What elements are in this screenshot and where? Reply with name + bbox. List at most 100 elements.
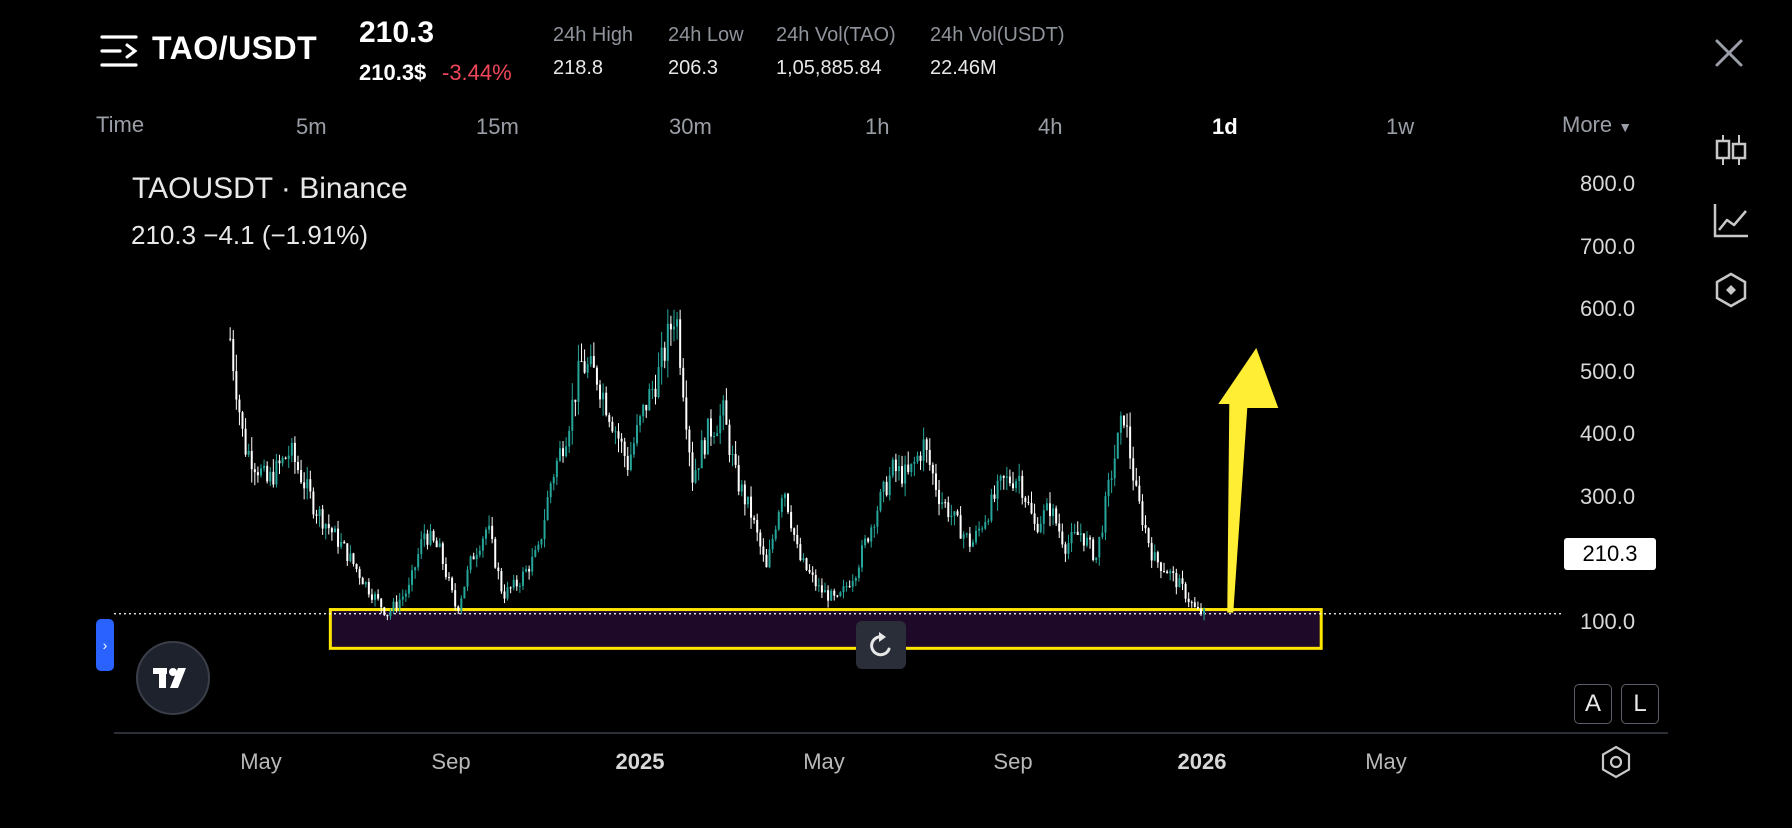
timeframe-5m[interactable]: 5m [296, 114, 327, 139]
candle-body [398, 599, 401, 609]
candle-body [324, 524, 327, 529]
more-button[interactable]: More ▼ [1562, 112, 1632, 138]
candle-body [1061, 531, 1064, 545]
candle-body [910, 463, 913, 473]
candle-body [364, 582, 367, 585]
candle-body [238, 399, 241, 413]
candle-body [682, 367, 685, 398]
stat-24h-vol-usdt-label: 24h Vol(USDT) [930, 24, 1065, 46]
timeframe-30m[interactable]: 30m [669, 114, 712, 139]
candle-body [260, 468, 262, 476]
candle-body [330, 528, 333, 533]
menu-icon[interactable] [100, 32, 140, 70]
candle-body [1200, 608, 1202, 615]
candlestick-icon[interactable] [1712, 131, 1750, 169]
candle-body [380, 598, 383, 608]
candle-body [275, 460, 278, 485]
candle-body [1116, 432, 1119, 459]
candle-body [1172, 571, 1175, 573]
timeframe-4h[interactable]: 4h [1038, 114, 1063, 139]
candle-body [867, 538, 870, 542]
candle-body [691, 452, 694, 483]
candle-body [565, 446, 568, 457]
log-scale-button[interactable]: L [1621, 684, 1659, 724]
timeframe-1h[interactable]: 1h [865, 114, 890, 139]
candle-body [1150, 543, 1153, 561]
candle-body [580, 361, 583, 363]
candle-body [796, 534, 799, 545]
candle-body [1008, 476, 1011, 484]
candle-body [848, 586, 851, 588]
close-icon[interactable] [1710, 34, 1748, 72]
timeframe-1w[interactable]: 1w [1386, 114, 1415, 139]
tradingview-logo[interactable] [136, 641, 210, 715]
candle-body [1144, 525, 1147, 529]
candle-body [235, 371, 238, 400]
candle-body [768, 549, 771, 568]
candle-body [743, 484, 746, 505]
candle-body [568, 430, 571, 447]
candle-body [626, 455, 629, 470]
candle-body [706, 418, 709, 455]
indicator-chart-icon[interactable] [1712, 201, 1750, 239]
candle-body [830, 590, 833, 601]
candle-body [1036, 523, 1039, 533]
side-panel-toggle[interactable]: › [96, 619, 114, 671]
auto-scale-button[interactable]: A [1574, 684, 1612, 724]
candle-body [1135, 480, 1138, 486]
candle-body [463, 586, 466, 599]
candle-body [907, 464, 910, 473]
candle-body [1045, 503, 1048, 511]
candle-body [636, 425, 638, 444]
candle-body [253, 469, 256, 473]
pair-title[interactable]: TAO/USDT [152, 30, 318, 66]
candle-body [269, 471, 272, 482]
candle-body [531, 556, 534, 572]
candle-body [685, 397, 688, 430]
candle-body [546, 497, 549, 521]
candle-body [475, 554, 478, 560]
hexagon-tool-icon[interactable] [1712, 271, 1750, 309]
candle-body [614, 431, 617, 433]
candle-body [374, 594, 377, 600]
candle-body [660, 347, 663, 367]
candle-body [978, 528, 981, 531]
candle-body [805, 558, 808, 570]
candle-body [676, 319, 679, 327]
candle-body [386, 614, 389, 617]
candle-body [688, 429, 691, 453]
candle-body [1119, 415, 1122, 433]
candle-body [1104, 496, 1107, 533]
timeframe-15m[interactable]: 15m [476, 114, 519, 139]
candle-body [716, 433, 719, 436]
candle-body [525, 568, 528, 572]
candle-body [756, 519, 759, 533]
candle-body [737, 464, 740, 492]
candle-body [481, 538, 484, 551]
candle-body [321, 509, 324, 529]
settings-icon[interactable] [1598, 744, 1634, 780]
candle-body [694, 470, 697, 483]
candle-body [814, 574, 817, 587]
candle-body [571, 399, 574, 431]
candle-body [824, 590, 826, 593]
candle-body [1147, 528, 1150, 544]
time-label: Time [96, 112, 145, 137]
stat-24h-low-label: 24h Low [668, 24, 744, 46]
reset-icon[interactable] [856, 621, 906, 669]
candle-body [312, 491, 315, 515]
candle-body [1092, 539, 1095, 561]
y-tick-400: 400.0 [1580, 421, 1636, 446]
candle-body [1067, 543, 1070, 554]
candle-body [799, 544, 802, 561]
candle-body [528, 568, 531, 572]
x-tick-may-2024: May [240, 749, 282, 774]
timeframe-1d[interactable]: 1d [1212, 114, 1238, 139]
candle-body [811, 572, 814, 575]
candle-body [392, 601, 395, 612]
candle-body [645, 404, 648, 411]
candle-body [632, 443, 635, 455]
candle-body [346, 543, 349, 562]
candle-body [1178, 578, 1181, 588]
